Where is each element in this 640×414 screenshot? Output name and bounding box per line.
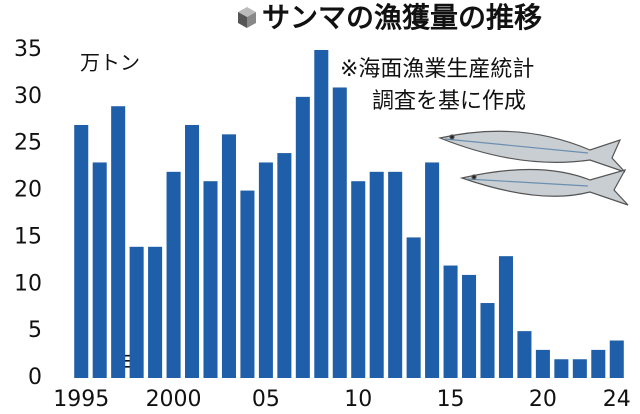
bar: [609, 340, 624, 378]
unit-label: 万トン: [80, 51, 140, 75]
x-tick-label: 15: [437, 387, 465, 412]
y-tick-label: 15: [14, 224, 42, 249]
bar: [111, 106, 126, 378]
bar: [443, 265, 458, 378]
note-line: 調査を基に作成: [372, 89, 526, 114]
title-icon: [238, 7, 256, 28]
bar: [295, 96, 310, 378]
bar: [480, 303, 495, 378]
bar: [406, 237, 421, 378]
y-tick-label: 25: [14, 131, 42, 156]
bar: [221, 134, 236, 378]
bar: [74, 124, 89, 378]
x-tick-label: 2000: [146, 387, 202, 412]
bar: [258, 162, 273, 378]
bar: [92, 162, 107, 378]
bar: [517, 331, 532, 378]
bar: [332, 87, 347, 378]
bar: [129, 246, 144, 378]
x-tick-label: 10: [344, 387, 372, 412]
bar: [240, 190, 255, 378]
x-tick-label: 24: [603, 387, 631, 412]
bar: [462, 274, 477, 378]
bar: [369, 171, 384, 378]
y-tick-label: 20: [14, 178, 42, 203]
bar: [185, 124, 200, 378]
y-tick-label: 0: [28, 365, 42, 390]
bar: [277, 153, 292, 378]
bar: [535, 349, 550, 378]
y-tick-label: 5: [28, 318, 42, 343]
bar: [425, 162, 440, 378]
y-tick-label: 10: [14, 271, 42, 296]
bar: [572, 359, 587, 378]
x-tick-label: 1995: [53, 387, 109, 412]
bar: [166, 171, 181, 378]
bar: [388, 171, 403, 378]
bar: [203, 181, 218, 378]
x-tick-label: 20: [529, 387, 557, 412]
fish-illustration: [437, 130, 629, 206]
x-tick-label: 05: [252, 387, 280, 412]
y-tick-label: 30: [14, 84, 42, 109]
bar: [554, 359, 569, 378]
note-line: ※海面漁業生産統計: [340, 57, 534, 82]
y-tick-label: 35: [14, 37, 42, 62]
bar: [498, 256, 513, 378]
bar: [148, 246, 163, 378]
chart-title: サンマの漁獲量の推移: [262, 1, 542, 34]
bar: [351, 181, 366, 378]
bar: [591, 349, 606, 378]
bar: [314, 50, 329, 378]
